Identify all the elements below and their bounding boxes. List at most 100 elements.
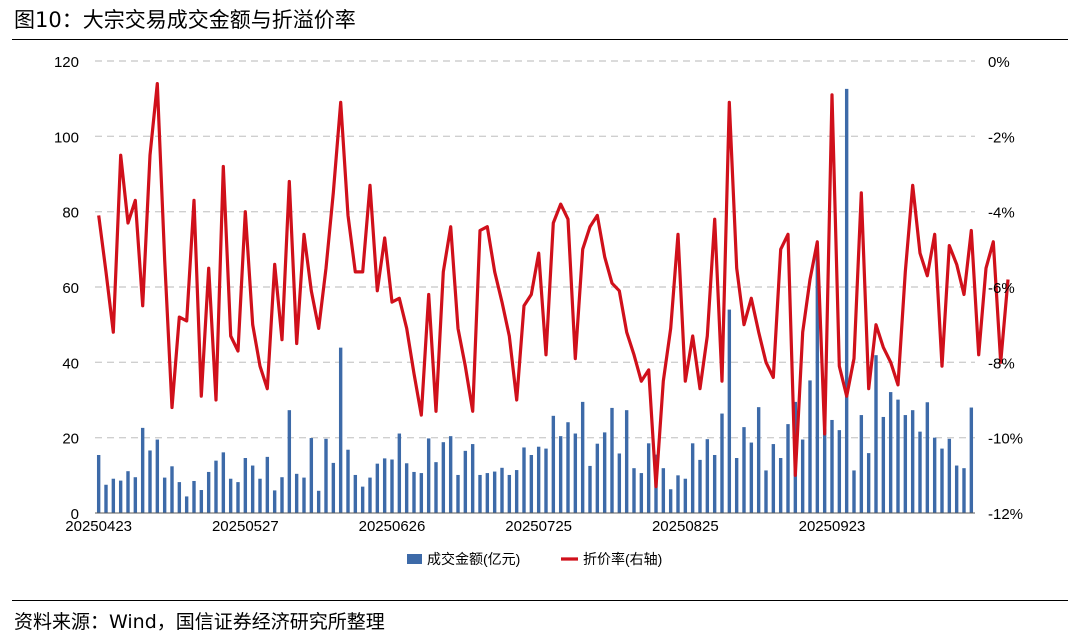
bar bbox=[610, 407, 614, 513]
bar bbox=[661, 468, 666, 513]
bar bbox=[558, 436, 563, 513]
bar bbox=[148, 450, 152, 513]
x-tick-label: 20250725 bbox=[505, 518, 572, 535]
bar bbox=[624, 410, 629, 513]
bar bbox=[280, 477, 284, 513]
bar bbox=[456, 474, 460, 513]
x-tick-label: 20250626 bbox=[359, 518, 426, 535]
bar bbox=[683, 478, 688, 513]
bar bbox=[778, 458, 783, 513]
bar bbox=[353, 474, 358, 513]
bar bbox=[397, 433, 402, 513]
bar bbox=[852, 470, 856, 513]
bar bbox=[448, 436, 453, 513]
bar bbox=[903, 415, 908, 513]
y-right-tick-label: -8% bbox=[988, 355, 1015, 372]
bar bbox=[676, 475, 680, 513]
x-tick-label: 20250825 bbox=[652, 518, 719, 535]
source-rule bbox=[12, 600, 1068, 601]
bar bbox=[118, 480, 123, 513]
bar bbox=[888, 392, 893, 513]
y-left-tick-label: 100 bbox=[54, 129, 79, 146]
bar bbox=[360, 486, 365, 513]
bar bbox=[206, 471, 211, 513]
bar bbox=[727, 309, 732, 513]
bar bbox=[485, 473, 490, 513]
x-tick-label: 20250527 bbox=[212, 518, 279, 535]
bar bbox=[221, 452, 226, 513]
y-right-tick-label: -12% bbox=[988, 506, 1023, 523]
bar bbox=[705, 439, 710, 513]
y-right-tick-label: 0% bbox=[988, 54, 1010, 71]
bar bbox=[969, 407, 974, 513]
bar bbox=[302, 477, 306, 513]
bar bbox=[822, 428, 827, 513]
bar bbox=[551, 415, 556, 513]
bar bbox=[192, 480, 196, 513]
bar bbox=[874, 355, 878, 513]
bar bbox=[932, 437, 937, 513]
bar bbox=[602, 432, 607, 513]
x-tick-label: 20250923 bbox=[799, 518, 866, 535]
bar bbox=[170, 466, 174, 513]
bar bbox=[815, 252, 820, 513]
bar bbox=[668, 489, 673, 513]
bar bbox=[258, 478, 262, 513]
x-tick-label: 20250423 bbox=[65, 518, 132, 535]
bar bbox=[617, 453, 622, 513]
bar bbox=[133, 477, 138, 513]
bar bbox=[896, 399, 900, 513]
bar bbox=[830, 419, 834, 513]
bar bbox=[287, 410, 292, 513]
bar bbox=[346, 449, 350, 513]
bar bbox=[580, 401, 585, 513]
bar bbox=[434, 462, 438, 513]
y-left-tick-label: 60 bbox=[62, 280, 79, 297]
source-note: 资料来源：Wind，国信证券经济研究所整理 bbox=[14, 611, 385, 633]
bar bbox=[500, 467, 504, 513]
bar bbox=[544, 448, 548, 513]
combo-chart: 0 20 40 60 80 100 120 0% -2% -4% -6% -8% -10% -12% 2… bbox=[54, 54, 1023, 567]
discount-rate-line bbox=[97, 82, 1010, 489]
bar bbox=[177, 482, 182, 513]
bar bbox=[595, 443, 600, 513]
bar bbox=[954, 465, 959, 513]
bar bbox=[947, 438, 952, 513]
bar bbox=[529, 454, 534, 513]
bar bbox=[294, 473, 299, 513]
bar bbox=[786, 424, 790, 513]
bar bbox=[536, 446, 541, 513]
bar bbox=[492, 471, 497, 513]
bar bbox=[214, 460, 218, 513]
bar bbox=[646, 443, 651, 513]
bar bbox=[918, 431, 922, 513]
x-axis-ticks: 20250423 20250527 20250626 20250725 20250825… bbox=[65, 518, 865, 535]
bar bbox=[419, 473, 424, 513]
bar bbox=[272, 490, 277, 513]
legend-bar-swatch bbox=[407, 554, 422, 564]
bar bbox=[742, 427, 746, 513]
bar bbox=[140, 427, 145, 513]
bar bbox=[375, 463, 380, 513]
y-right-tick-label: -10% bbox=[988, 431, 1023, 448]
legend: 成交金额(亿元) 折价率(右轴) bbox=[407, 551, 662, 567]
bar bbox=[940, 448, 944, 513]
legend-line-label: 折价率(右轴) bbox=[583, 551, 662, 567]
bar bbox=[324, 438, 328, 513]
bar bbox=[749, 442, 754, 513]
bar bbox=[126, 471, 130, 513]
bar bbox=[712, 454, 717, 513]
bar bbox=[756, 407, 761, 513]
legend-bar-label: 成交金额(亿元) bbox=[427, 551, 520, 567]
bar bbox=[390, 459, 394, 513]
y-left-tick-label: 20 bbox=[62, 431, 79, 448]
bar bbox=[771, 444, 776, 513]
figure-title: 图10：大宗交易成交金额与折溢价率 bbox=[14, 8, 356, 32]
bar bbox=[162, 477, 167, 513]
bar bbox=[111, 478, 116, 513]
bar bbox=[309, 438, 314, 513]
bar bbox=[463, 450, 468, 513]
bar bbox=[236, 482, 240, 513]
bar bbox=[478, 474, 482, 513]
bar bbox=[573, 433, 578, 513]
